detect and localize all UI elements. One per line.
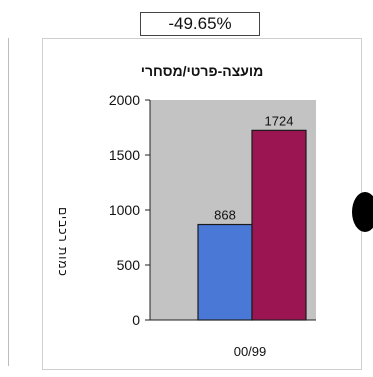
percent-change-label: -49.65% — [140, 12, 260, 36]
bar-0 — [197, 223, 253, 321]
data-label: 868 — [214, 208, 236, 223]
y-tick-label: 1500 — [109, 147, 140, 163]
y-tick-label: 0 — [132, 312, 140, 328]
y-tick-label: 2000 — [109, 92, 140, 108]
y-tick-label: 500 — [117, 257, 141, 273]
x-tick-label: 00/99 — [234, 344, 267, 359]
chart-title: מועצה-פרטי/מסחרי — [140, 63, 264, 79]
y-tick-label: 1000 — [109, 202, 140, 218]
black-dot-marker — [352, 192, 373, 232]
bar-1 — [251, 129, 307, 321]
left-edge-divider — [8, 38, 9, 366]
data-label: 1724 — [265, 113, 294, 128]
